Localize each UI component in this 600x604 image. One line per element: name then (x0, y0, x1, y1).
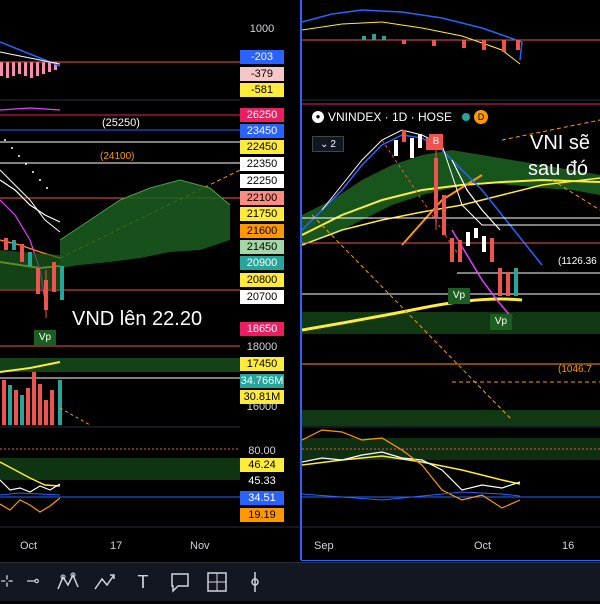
annotation-24100: (24100) (100, 151, 135, 162)
market-status-icon (462, 113, 471, 121)
trend-line-icon[interactable]: ⊸ (26, 573, 40, 590)
macd-label-2: -581 (240, 83, 284, 97)
right-headline-line2: sau đó (528, 158, 589, 180)
volume-label-2: 30.81M (240, 390, 284, 404)
left-rsi (0, 448, 240, 513)
rsi-scale-80: 80.00 (248, 445, 276, 457)
right-chart-canvas[interactable] (302, 0, 600, 560)
right-chart-pane[interactable]: ● VNINDEX · 1D · HOSE D ⌄ 2 B VNI sẽ sau… (301, 0, 600, 561)
right-rsi (302, 429, 600, 509)
vp-badge-right-2: Vp (490, 314, 512, 330)
callout-icon[interactable] (167, 569, 193, 595)
macd-label-1: -379 (240, 67, 284, 81)
pane-divider[interactable] (300, 0, 302, 560)
price-label-9: 20900 (240, 256, 284, 270)
measure-icon[interactable] (204, 569, 230, 595)
price-label-7: 21600 (240, 224, 284, 238)
annotation-1126: (1126.36 (558, 256, 597, 267)
date-16-right: 16 (562, 540, 575, 552)
volume-label-1: 34.766M (240, 374, 284, 388)
rsi-label-3: 19.19 (240, 508, 284, 522)
rsi-label-1: 45.33 (240, 474, 284, 488)
crosshair-icon[interactable]: ⊹ (0, 573, 14, 590)
pattern-icon[interactable] (55, 569, 81, 595)
price-label-6: 21750 (240, 207, 284, 221)
date-17-left: 17 (110, 540, 123, 552)
left-volume (0, 358, 240, 426)
chevron-down-icon: ⌄ (320, 138, 329, 150)
right-candles (394, 130, 518, 296)
date-oct-left: Oct (20, 540, 38, 552)
d-marker[interactable]: D (474, 110, 489, 124)
right-headline-line1: VNI sẽ (530, 132, 591, 154)
price-label-5: 22100 (240, 191, 284, 205)
symbol-logo-icon: ● (312, 111, 324, 123)
price-label-10: 20800 (240, 273, 284, 287)
symbol-header[interactable]: ● VNINDEX · 1D · HOSE D (312, 108, 489, 126)
price-label-2: 22450 (240, 140, 284, 154)
left-candles (4, 238, 64, 318)
rsi-label-0: 46.24 (240, 458, 284, 472)
left-chart-pane[interactable]: 1000 -203 -379 -581 26250 23450 22450 22350 22… (0, 0, 300, 560)
price-label-1: 23450 (240, 124, 284, 138)
price-label-11: 20700 (240, 290, 284, 304)
drawing-toolbar: ⊹ ⊸ T (0, 562, 600, 601)
text-icon[interactable]: T (137, 572, 149, 592)
volume-label-0: 17450 (240, 357, 284, 371)
price-label-4: 22250 (240, 174, 284, 188)
annotation-25250: (25250) (102, 117, 140, 129)
scale-18000: 18000 (246, 341, 278, 353)
vp-badge-left: Vp (34, 330, 56, 346)
date-sep-right: Sep (314, 540, 334, 552)
vp-badge-right-1: Vp (448, 288, 470, 304)
rsi-label-2: 34.51 (240, 491, 284, 505)
projection-icon[interactable] (92, 569, 118, 595)
annotation-1046: (1046.7 (558, 364, 592, 375)
date-nov-left: Nov (190, 540, 210, 552)
macd-label-0: -203 (240, 50, 284, 64)
price-label-0: 26250 (240, 108, 284, 122)
cursor-icon[interactable] (242, 569, 268, 595)
date-oct-right: Oct (474, 540, 492, 552)
price-label-3: 22350 (240, 157, 284, 171)
indicator-count: 2 (330, 138, 336, 150)
price-label-12: 18650 (240, 322, 284, 336)
scale-16000: 16000 (246, 401, 278, 413)
macd-histogram (0, 41, 240, 78)
left-headline: VND lên 22.20 (72, 308, 203, 330)
right-price-lines (302, 119, 600, 426)
b-marker: B (429, 134, 443, 150)
right-macd (302, 9, 600, 65)
price-label-8: 21450 (240, 240, 284, 254)
top-scale-1000: 1000 (249, 23, 275, 35)
symbol-title[interactable]: VNINDEX · 1D · HOSE (328, 110, 453, 124)
left-chart-canvas[interactable] (0, 0, 300, 560)
indicator-toggle[interactable]: ⌄ 2 (312, 136, 344, 152)
